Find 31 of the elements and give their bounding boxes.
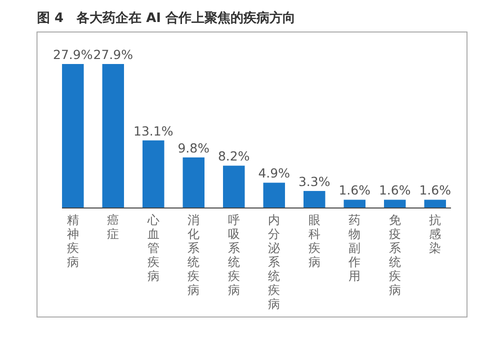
- data-label: 4.9%: [258, 166, 290, 181]
- chart-title: 图 4 各大药企在 AI 合作上聚焦的疾病方向: [37, 10, 296, 26]
- data-label: 27.9%: [93, 47, 134, 62]
- x-tick-label: 眼科疾病: [308, 213, 320, 269]
- x-tick-label: 免疫系统疾病: [388, 213, 401, 297]
- data-label: 27.9%: [53, 47, 93, 62]
- bar: [424, 200, 446, 208]
- data-label: 1.6%: [338, 182, 371, 198]
- data-label: 13.1%: [134, 123, 174, 138]
- x-tick-label: 抗感染: [429, 213, 442, 255]
- bar: [182, 157, 204, 208]
- data-label: 1.6%: [378, 182, 411, 198]
- bar: [263, 182, 285, 208]
- bar: [223, 166, 245, 208]
- bar: [344, 200, 366, 208]
- data-label: 8.2%: [218, 148, 250, 164]
- bar: [102, 64, 124, 208]
- x-tick-label: 癌症: [107, 213, 120, 241]
- bar: [62, 64, 84, 208]
- data-label: 9.8%: [178, 140, 210, 156]
- bar: [142, 140, 164, 208]
- x-tick-label: 药物副作用: [348, 213, 361, 283]
- x-tick-label: 消化系统疾病: [188, 213, 200, 297]
- data-label: 1.6%: [419, 182, 452, 198]
- bar: [304, 190, 326, 208]
- data-label: 3.3%: [298, 174, 330, 189]
- x-tick-label: 精神疾病: [66, 213, 79, 269]
- x-tick-label: 内分泌系统疾病: [268, 213, 280, 311]
- x-tick-label: 呼吸系统疾病: [228, 213, 240, 297]
- x-tick-label: 心血管疾病: [146, 213, 160, 283]
- bar: [384, 200, 406, 208]
